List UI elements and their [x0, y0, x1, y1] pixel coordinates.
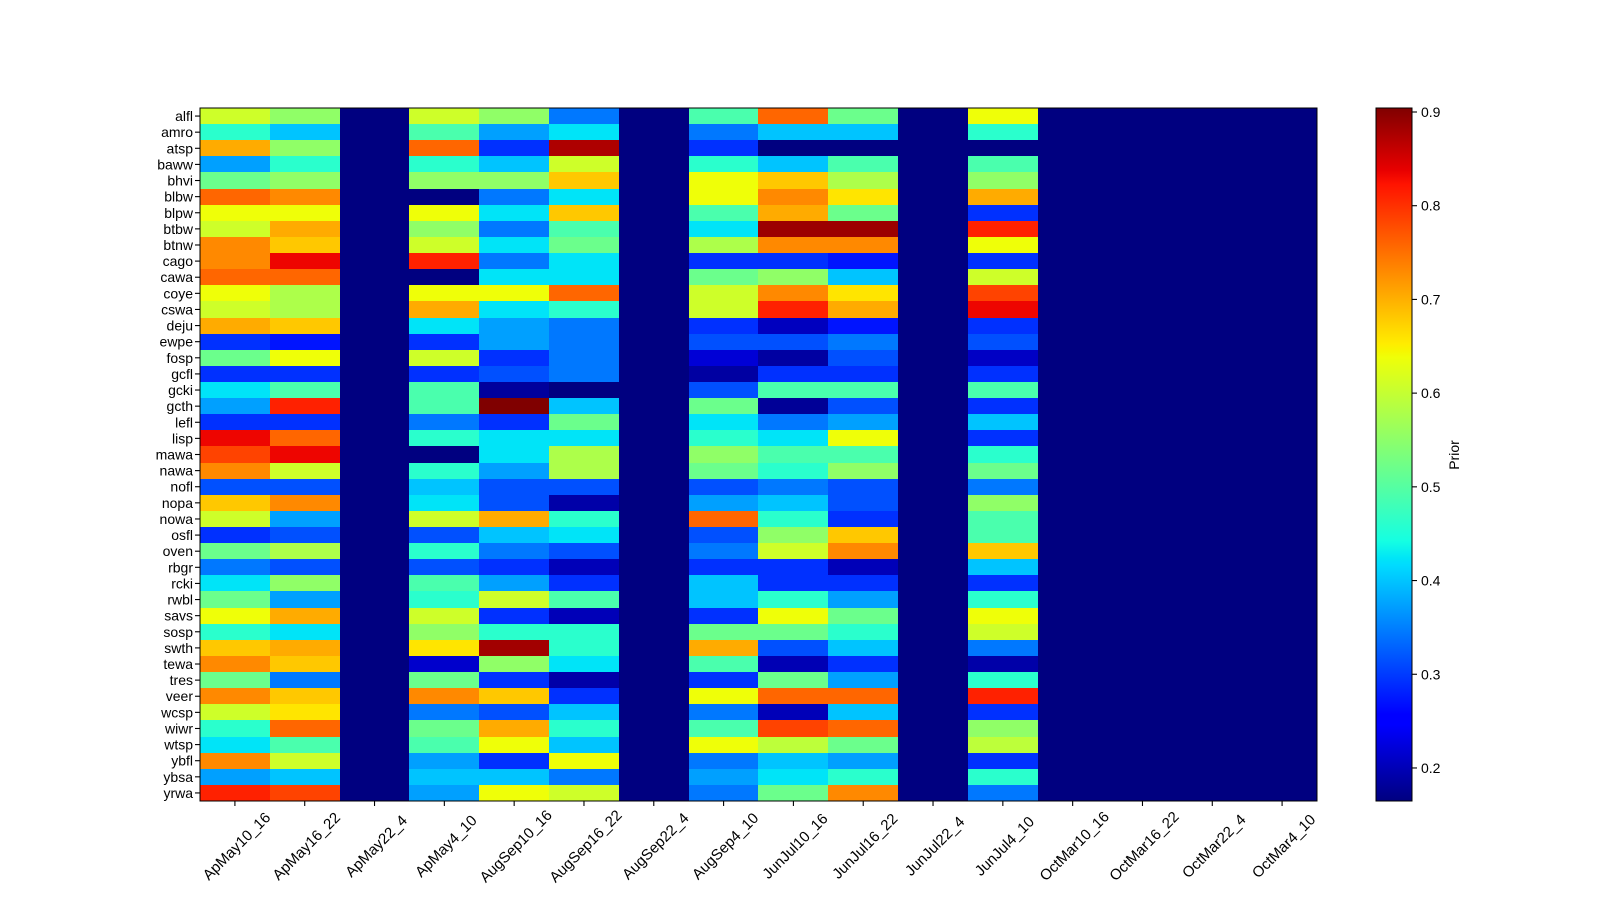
svg-text:0.8: 0.8 [1421, 198, 1441, 214]
svg-text:sosp: sosp [163, 624, 193, 640]
svg-text:oven: oven [163, 543, 193, 559]
svg-text:fosp: fosp [167, 350, 194, 366]
svg-text:0.3: 0.3 [1421, 666, 1441, 682]
svg-text:nawa: nawa [160, 463, 194, 479]
svg-text:bhvi: bhvi [167, 173, 193, 189]
svg-text:ybsa: ybsa [163, 769, 193, 785]
svg-text:lefl: lefl [175, 414, 193, 430]
svg-text:gcfl: gcfl [171, 366, 193, 382]
svg-text:ybfl: ybfl [171, 753, 193, 769]
svg-text:btbw: btbw [163, 221, 193, 237]
svg-text:nopa: nopa [162, 495, 193, 511]
svg-text:ewpe: ewpe [160, 334, 194, 350]
svg-text:cago: cago [163, 253, 194, 269]
svg-text:atsp: atsp [167, 140, 194, 156]
svg-text:gcki: gcki [168, 382, 193, 398]
svg-text:rcki: rcki [171, 575, 193, 591]
svg-text:baww: baww [157, 156, 194, 172]
svg-text:amro: amro [161, 124, 193, 140]
svg-text:blbw: blbw [164, 189, 194, 205]
svg-text:swth: swth [164, 640, 193, 656]
svg-text:0.4: 0.4 [1421, 573, 1441, 589]
svg-text:0.6: 0.6 [1421, 385, 1441, 401]
svg-text:Prior: Prior [1446, 440, 1462, 470]
svg-text:alfl: alfl [175, 108, 193, 124]
svg-text:blpw: blpw [164, 205, 194, 221]
svg-text:0.2: 0.2 [1421, 760, 1441, 776]
svg-text:rbgr: rbgr [168, 559, 193, 575]
svg-text:tres: tres [170, 672, 193, 688]
svg-text:wcsp: wcsp [160, 704, 193, 720]
svg-text:yrwa: yrwa [163, 785, 193, 801]
svg-text:wtsp: wtsp [163, 737, 193, 753]
svg-text:coye: coye [163, 285, 193, 301]
svg-text:mawa: mawa [156, 447, 194, 463]
svg-text:0.5: 0.5 [1421, 479, 1441, 495]
svg-text:gcth: gcth [167, 398, 193, 414]
svg-text:0.9: 0.9 [1421, 104, 1441, 120]
svg-text:savs: savs [164, 608, 193, 624]
svg-text:cswa: cswa [161, 301, 193, 317]
svg-text:cawa: cawa [160, 269, 193, 285]
svg-text:tewa: tewa [163, 656, 193, 672]
svg-text:nofl: nofl [170, 479, 193, 495]
svg-text:btnw: btnw [163, 237, 193, 253]
svg-text:rwbl: rwbl [167, 592, 193, 608]
svg-text:osfl: osfl [171, 527, 193, 543]
svg-text:deju: deju [167, 318, 193, 334]
svg-text:0.7: 0.7 [1421, 291, 1441, 307]
svg-text:veer: veer [166, 688, 194, 704]
svg-text:nowa: nowa [160, 511, 194, 527]
svg-text:lisp: lisp [172, 430, 193, 446]
svg-text:wiwr: wiwr [164, 720, 193, 736]
